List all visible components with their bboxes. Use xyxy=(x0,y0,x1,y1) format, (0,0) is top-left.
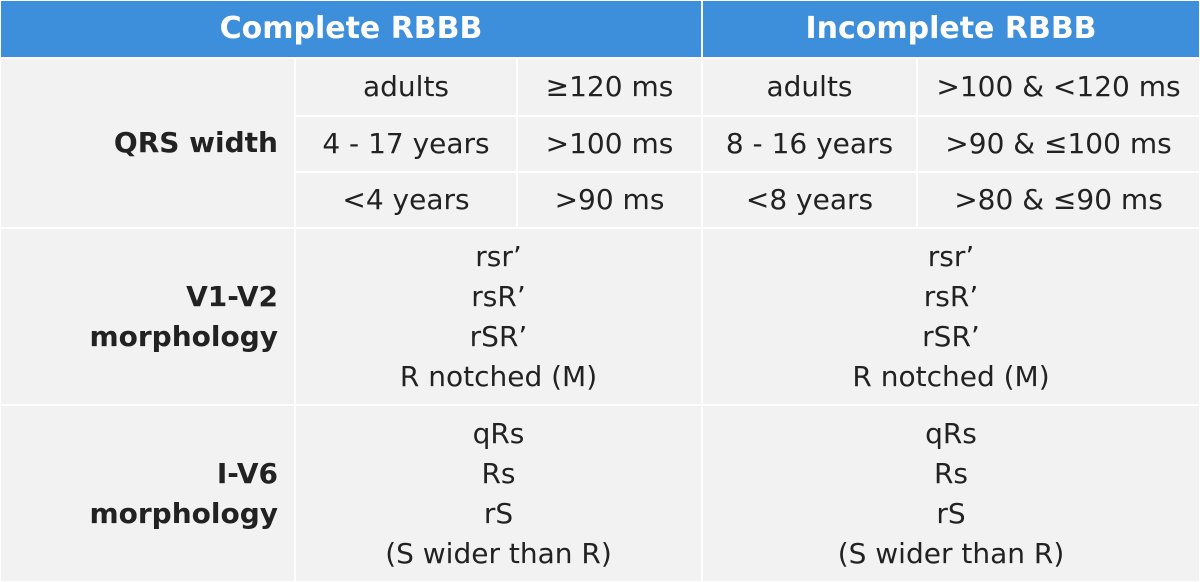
cell-text: I-V6 xyxy=(216,456,278,490)
qrs-cell: adults xyxy=(702,58,917,116)
header-cell: Complete RBBB xyxy=(0,0,702,58)
qrs-cell: >90 ms xyxy=(517,172,702,228)
qrs-cell: 8 - 16 years xyxy=(702,116,917,172)
cell-text: Complete RBBB xyxy=(219,11,483,46)
cell-text: qRs xyxy=(472,416,525,450)
cell-text: <8 years xyxy=(745,183,874,216)
row-label: I-V6 morphology xyxy=(0,405,295,582)
morph-cell: qRs Rs rS (S wider than R) xyxy=(702,405,1200,582)
cell-text: (S wider than R) xyxy=(385,536,612,570)
cell-text: 4 - 17 years xyxy=(322,127,490,160)
cell-text: <4 years xyxy=(342,183,470,216)
row-label: QRS width xyxy=(0,58,295,228)
cell-text: V1-V2 xyxy=(186,279,278,313)
cell-text: Incomplete RBBB xyxy=(805,11,1097,46)
cell-text: rS xyxy=(483,496,514,530)
cell-text: >90 & ≤100 ms xyxy=(945,127,1172,160)
row-label: V1-V2 morphology xyxy=(0,228,295,405)
cell-text: 8 - 16 years xyxy=(725,127,894,160)
cell-text: Rs xyxy=(933,456,969,490)
morph-cell: rsr’ rsR’ rSR’ R notched (M) xyxy=(295,228,702,405)
qrs-cell: >90 & ≤100 ms xyxy=(917,116,1200,172)
qrs-cell: >100 & <120 ms xyxy=(917,58,1200,116)
morph-cell: rsr’ rsR’ rSR’ R notched (M) xyxy=(702,228,1200,405)
cell-text: >90 ms xyxy=(554,183,665,216)
cell-text: rSR’ xyxy=(469,319,528,353)
qrs-cell: <4 years xyxy=(295,172,517,228)
qrs-cell: 4 - 17 years xyxy=(295,116,517,172)
cell-text: >80 & ≤90 ms xyxy=(954,183,1163,216)
cell-text: rsr’ xyxy=(927,239,975,273)
qrs-cell: <8 years xyxy=(702,172,917,228)
cell-text: ≥120 ms xyxy=(545,70,674,103)
cell-text: morphology xyxy=(89,496,278,530)
qrs-cell: >100 ms xyxy=(517,116,702,172)
cell-text: rSR’ xyxy=(922,319,980,353)
cell-text: Rs xyxy=(481,456,516,490)
cell-text: (S wider than R) xyxy=(837,536,1065,570)
cell-text: R notched (M) xyxy=(399,359,598,393)
cell-text: >100 ms xyxy=(545,127,674,160)
cell-text: qRs xyxy=(925,416,977,450)
header-cell: Incomplete RBBB xyxy=(702,0,1200,58)
cell-text: R notched (M) xyxy=(852,359,1050,393)
cell-text: QRS width xyxy=(113,126,278,159)
qrs-cell: ≥120 ms xyxy=(517,58,702,116)
cell-text: rsr’ xyxy=(475,239,522,273)
cell-text: rS xyxy=(936,496,966,530)
qrs-cell: adults xyxy=(295,58,517,116)
cell-text: morphology xyxy=(89,319,278,353)
cell-text: >100 & <120 ms xyxy=(936,70,1181,103)
cell-text: rsR’ xyxy=(471,279,526,313)
cell-text: rsR’ xyxy=(923,279,979,313)
qrs-cell: >80 & ≤90 ms xyxy=(917,172,1200,228)
cell-text: adults xyxy=(766,70,853,103)
morph-cell: qRs Rs rS (S wider than R) xyxy=(295,405,702,582)
cell-text: adults xyxy=(362,70,450,103)
